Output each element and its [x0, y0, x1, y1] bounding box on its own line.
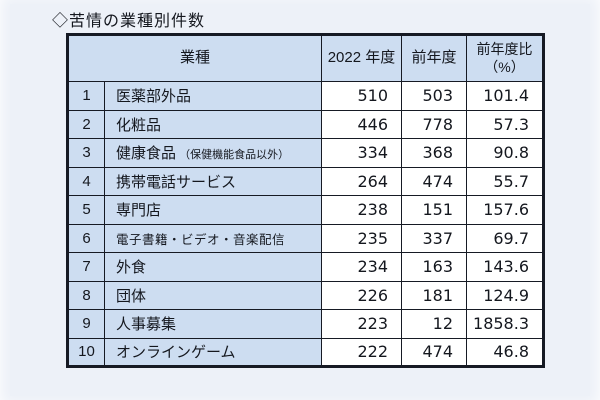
prev-year-cell: 163 [401, 252, 467, 282]
table-row: 4 携帯電話サービス 264 474 55.7 [67, 166, 544, 196]
prev-year-cell: 337 [401, 223, 467, 253]
yoy-ratio-cell: 124.9 [466, 280, 544, 310]
prev-year-cell: 181 [401, 280, 467, 310]
table-row: 3 健康食品 （保健機能食品以外） 334 368 90.8 [67, 138, 544, 168]
rank-cell: 1 [67, 81, 105, 111]
industry-cell: 携帯電話サービス [104, 166, 322, 196]
rank-cell: 2 [67, 109, 105, 139]
fy2022-cell: 222 [321, 337, 402, 367]
table-row: 10 オンラインゲーム 222 474 46.8 [67, 337, 544, 367]
table-row: 5 専門店 238 151 157.6 [67, 195, 544, 225]
fy2022-cell: 446 [321, 109, 402, 139]
prev-year-cell: 151 [401, 195, 467, 225]
industry-cell: 健康食品 （保健機能食品以外） [104, 138, 322, 168]
rank-cell: 7 [67, 252, 105, 282]
rank-cell: 5 [67, 195, 105, 225]
yoy-ratio-cell: 69.7 [466, 223, 544, 253]
prev-year-cell: 474 [401, 337, 467, 367]
table-row: 7 外食 234 163 143.6 [67, 252, 544, 282]
table-row: 1 医薬部外品 510 503 101.4 [67, 81, 544, 111]
rank-cell: 3 [67, 138, 105, 168]
header-yoy-ratio: 前年度比 （%） [466, 34, 544, 82]
prev-year-cell: 503 [401, 81, 467, 111]
industry-cell: 電子書籍・ビデオ・音楽配信 [104, 223, 322, 253]
fy2022-cell: 226 [321, 280, 402, 310]
fy2022-cell: 334 [321, 138, 402, 168]
header-yoy-line2: （%） [484, 58, 525, 75]
yoy-ratio-cell: 101.4 [466, 81, 544, 111]
fy2022-cell: 510 [321, 81, 402, 111]
table-row: 6 電子書籍・ビデオ・音楽配信 235 337 69.7 [67, 223, 544, 253]
rank-cell: 9 [67, 309, 105, 339]
table-body: 1 医薬部外品 510 503 101.4 2 化粧品 446 778 57.3 3 健康食品 （保健… [67, 81, 544, 367]
complaints-by-industry-table: 業種 2022 年度 前年度 前年度比 （%） 1 医薬部外品 510 503 101.4… [66, 33, 545, 368]
rank-cell: 10 [67, 337, 105, 367]
industry-cell: 外食 [104, 252, 322, 282]
header-row: 業種 2022 年度 前年度 前年度比 （%） [67, 34, 544, 82]
industry-cell: オンラインゲーム [104, 337, 322, 367]
rank-cell: 4 [67, 166, 105, 196]
yoy-ratio-cell: 90.8 [466, 138, 544, 168]
table-row: 9 人事募集 223 12 1858.3 [67, 309, 544, 339]
fy2022-cell: 223 [321, 309, 402, 339]
yoy-ratio-cell: 55.7 [466, 166, 544, 196]
header-yoy-line1: 前年度比 [476, 41, 533, 57]
yoy-ratio-cell: 143.6 [466, 252, 544, 282]
fy2022-cell: 235 [321, 223, 402, 253]
industry-cell: 専門店 [104, 195, 322, 225]
rank-cell: 6 [67, 223, 105, 253]
industry-cell: 医薬部外品 [104, 81, 322, 111]
industry-cell: 人事募集 [104, 309, 322, 339]
header-industry: 業種 [67, 34, 322, 82]
yoy-ratio-cell: 57.3 [466, 109, 544, 139]
fy2022-cell: 234 [321, 252, 402, 282]
prev-year-cell: 474 [401, 166, 467, 196]
yoy-ratio-cell: 46.8 [466, 337, 544, 367]
fy2022-cell: 264 [321, 166, 402, 196]
header-prev-year: 前年度 [401, 34, 467, 82]
prev-year-cell: 12 [401, 309, 467, 339]
yoy-ratio-cell: 1858.3 [466, 309, 544, 339]
page-title: ◇苦情の業種別件数 [52, 13, 206, 30]
table-header: 業種 2022 年度 前年度 前年度比 （%） [67, 34, 544, 82]
industry-cell: 団体 [104, 280, 322, 310]
table-row: 8 団体 226 181 124.9 [67, 280, 544, 310]
prev-year-cell: 778 [401, 109, 467, 139]
industry-note: （保健機能食品以外） [176, 149, 290, 162]
header-fy2022: 2022 年度 [321, 34, 402, 82]
fy2022-cell: 238 [321, 195, 402, 225]
rank-cell: 8 [67, 280, 105, 310]
industry-cell: 化粧品 [104, 109, 322, 139]
prev-year-cell: 368 [401, 138, 467, 168]
table-row: 2 化粧品 446 778 57.3 [67, 109, 544, 139]
yoy-ratio-cell: 157.6 [466, 195, 544, 225]
